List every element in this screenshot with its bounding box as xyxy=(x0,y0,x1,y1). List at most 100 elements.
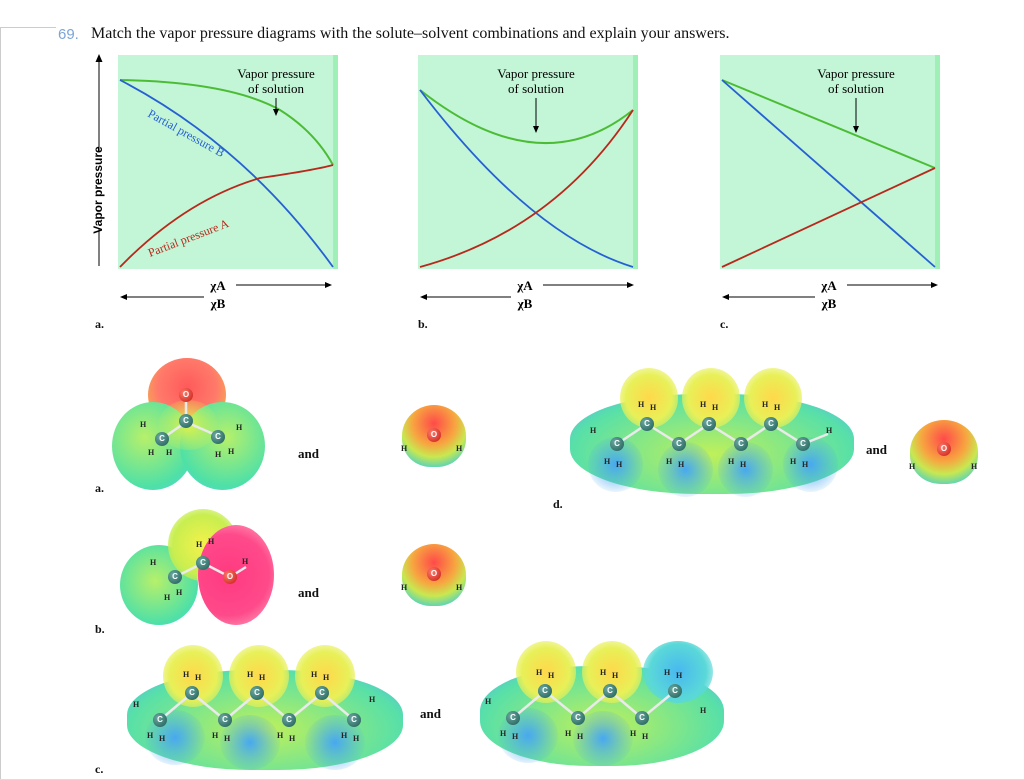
diagram-b-svg: Vapor pressure of solution χA χB xyxy=(418,55,638,311)
problem-bracket xyxy=(0,27,56,780)
chi-a-label: χA xyxy=(820,278,837,293)
carbon-atom: C xyxy=(734,437,748,451)
combo-letter-b: b. xyxy=(95,622,105,636)
hexane-molecule: C C C C C C H H H H H H H H H H H H H H xyxy=(478,636,728,772)
hydrogen-label: H xyxy=(638,400,645,409)
series-partial-b-c xyxy=(721,79,936,268)
hydrogen-label: H xyxy=(630,729,637,738)
hydrogen-label: H xyxy=(700,706,707,715)
hydrogen-label: H xyxy=(536,668,543,677)
combo-letter-d: d. xyxy=(553,497,563,511)
hydrogen-label: H xyxy=(909,462,916,471)
hydrogen-label: H xyxy=(289,734,296,743)
carbon-atom: C xyxy=(282,713,296,727)
plot-area-a xyxy=(118,55,338,269)
diagram-letter-c: c. xyxy=(720,317,729,331)
carbon-atom: C xyxy=(155,432,169,446)
question-text: Match the vapor pressure diagrams with t… xyxy=(91,25,730,42)
heptane-molecule: C C C C C C C H H H H H H H H H H H H H … xyxy=(125,640,405,776)
hydrogen-label: H xyxy=(323,673,330,682)
oxygen-atom: O xyxy=(427,567,441,581)
diagram-c: Vapor pressure of solution χA χB xyxy=(682,50,942,311)
hydrogen-label: H xyxy=(164,593,171,602)
and-label-a: and xyxy=(298,446,319,461)
plot-area-b xyxy=(418,55,638,269)
series-vapor-pressure-a xyxy=(119,79,334,166)
hydrogen-label: H xyxy=(712,403,719,412)
oxygen-atom: O xyxy=(937,442,951,456)
chi-a-label: χA xyxy=(209,278,226,293)
hydrogen-label: H xyxy=(147,731,154,740)
y-axis-title: Vapor pressure xyxy=(91,146,105,234)
series-partial-a-c xyxy=(721,167,936,268)
hydrogen-label: H xyxy=(612,671,619,680)
hydrogen-label: H xyxy=(212,731,219,740)
diagram-c-svg: Vapor pressure of solution χA χB xyxy=(720,55,940,311)
carbon-atom: C xyxy=(571,711,585,725)
combo-letter-c: c. xyxy=(95,762,104,776)
diagram-a: Vapor pressure Vapor pressure of solutio… xyxy=(80,50,340,311)
hydrogen-label: H xyxy=(802,460,809,469)
ethanol-molecule: C C O H H H H H H xyxy=(118,505,278,640)
hydrogen-label: H xyxy=(133,700,140,709)
problem-number: 69. xyxy=(58,26,79,43)
ethanol-bonds xyxy=(174,561,247,579)
hydrogen-label: H xyxy=(277,731,284,740)
hydrogen-label: H xyxy=(548,671,555,680)
series-partial-b-a xyxy=(119,79,334,268)
hydrogen-label: H xyxy=(774,403,781,412)
acetone-molecule: O C C C H H H H H H xyxy=(108,350,273,500)
hydrogen-label: H xyxy=(762,400,769,409)
hydrogen-label: H xyxy=(215,450,222,459)
hydrogen-label: H xyxy=(224,734,231,743)
carbon-atom: C xyxy=(764,417,778,431)
diagram-a-svg: Vapor pressure Vapor pressure of solutio… xyxy=(91,54,338,311)
carbon-atom: C xyxy=(185,686,199,700)
hydrogen-label: H xyxy=(664,668,671,677)
diagram-letter-a: a. xyxy=(95,317,104,331)
series-partial-a-b xyxy=(419,109,634,268)
hydrogen-label: H xyxy=(971,462,978,471)
hydrogen-label: H xyxy=(666,457,673,466)
hydrogen-label: H xyxy=(259,673,266,682)
chi-b-label: χB xyxy=(517,296,533,311)
hydrogen-label: H xyxy=(740,460,747,469)
hydrogen-label: H xyxy=(208,537,215,546)
vapor-label-line1: Vapor pressure xyxy=(497,66,575,81)
hydrogen-label: H xyxy=(456,583,463,592)
carbon-atom: C xyxy=(668,684,682,698)
combo-letter-a: a. xyxy=(95,481,104,495)
carbon-atom: C xyxy=(672,437,686,451)
chi-a-label: χA xyxy=(516,278,533,293)
carbon-atom: C xyxy=(315,686,329,700)
hydrogen-label: H xyxy=(512,732,519,741)
chi-b-label: χB xyxy=(821,296,837,311)
hydrogen-label: H xyxy=(195,673,202,682)
series-vapor-pressure-b xyxy=(419,89,634,145)
hydrogen-label: H xyxy=(728,457,735,466)
diagram-letter-b: b. xyxy=(418,317,428,331)
carbon-atom: C xyxy=(211,430,225,444)
and-label-b: and xyxy=(298,585,319,600)
series-vapor-pressure-c xyxy=(721,79,936,169)
hydrogen-label: H xyxy=(140,420,147,429)
vapor-label-line2: of solution xyxy=(248,81,304,96)
hydrogen-label: H xyxy=(650,403,657,412)
heptane-bonds xyxy=(159,691,355,722)
diagram-b: Vapor pressure of solution χA χB xyxy=(380,50,640,311)
series-partial-b-b xyxy=(419,89,634,268)
hydrogen-label: H xyxy=(196,540,203,549)
carbon-atom: C xyxy=(538,684,552,698)
carbon-atom: C xyxy=(506,711,520,725)
hydrogen-label: H xyxy=(228,447,235,456)
hydrogen-label: H xyxy=(577,732,584,741)
hydrogen-label: H xyxy=(485,697,492,706)
hydrogen-label: H xyxy=(676,671,683,680)
hydrogen-label: H xyxy=(600,668,607,677)
and-label-c: and xyxy=(420,706,441,721)
hydrogen-label: H xyxy=(790,457,797,466)
hydrogen-label: H xyxy=(353,734,360,743)
hydrogen-label: H xyxy=(642,732,649,741)
hydrogen-label: H xyxy=(159,734,166,743)
carbon-atom: C xyxy=(610,437,624,451)
